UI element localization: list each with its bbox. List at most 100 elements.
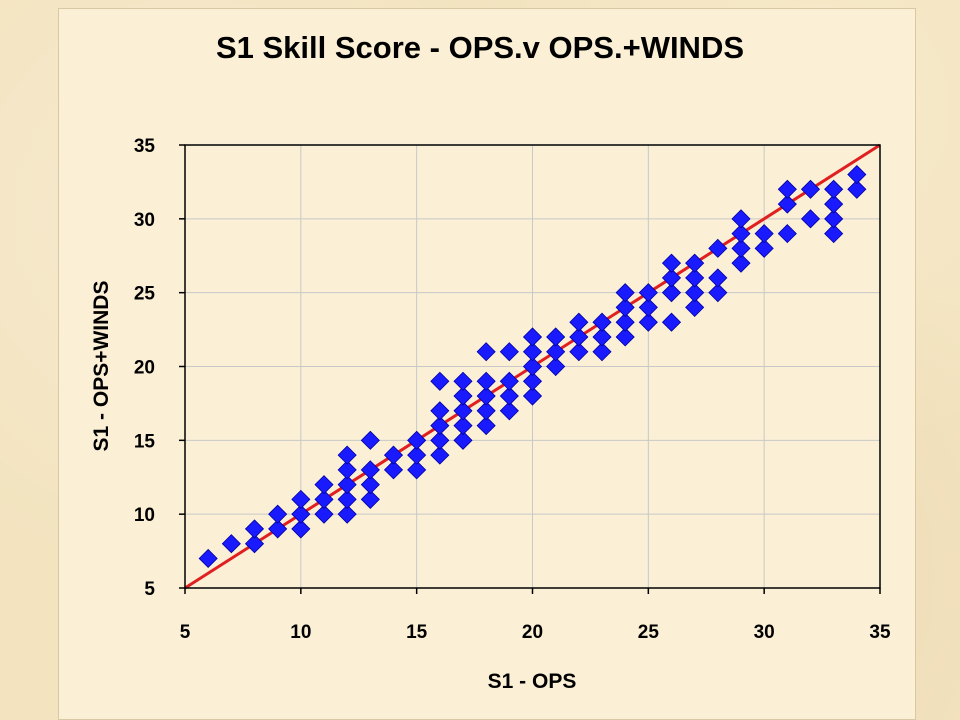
data-point bbox=[244, 534, 265, 554]
data-point bbox=[546, 327, 566, 347]
data-point bbox=[407, 460, 427, 480]
data-point bbox=[291, 489, 311, 509]
data-point bbox=[661, 268, 682, 288]
data-point bbox=[337, 445, 357, 465]
data-point bbox=[569, 327, 589, 347]
data-point bbox=[383, 460, 404, 480]
x-tick-label: 25 bbox=[638, 622, 660, 643]
data-points bbox=[198, 164, 867, 569]
data-point bbox=[360, 475, 380, 495]
x-tick-label: 15 bbox=[406, 622, 428, 643]
data-point bbox=[522, 327, 543, 347]
chart-title: S1 Skill Score - OPS.v OPS.+WINDS bbox=[215, 30, 745, 65]
data-point bbox=[847, 179, 867, 199]
data-point bbox=[499, 342, 519, 362]
data-point bbox=[476, 401, 496, 421]
data-point bbox=[430, 416, 450, 436]
data-point bbox=[499, 371, 519, 391]
data-point bbox=[708, 268, 728, 288]
x-axis-ticks: 5 10 15 20 25 30 35 bbox=[180, 588, 891, 643]
data-point bbox=[777, 194, 797, 214]
data-point bbox=[592, 327, 612, 347]
data-point bbox=[476, 371, 496, 391]
data-point bbox=[337, 504, 357, 524]
data-point bbox=[615, 297, 635, 317]
data-point bbox=[731, 238, 751, 258]
data-point bbox=[360, 489, 380, 509]
data-point bbox=[708, 283, 728, 303]
data-point bbox=[777, 224, 797, 244]
data-point bbox=[615, 283, 635, 303]
data-point bbox=[615, 327, 635, 347]
data-point bbox=[383, 445, 404, 465]
data-point bbox=[268, 504, 288, 524]
y-axis-ticks: 5 10 15 20 25 30 35 bbox=[134, 136, 185, 600]
x-tick-label: 30 bbox=[754, 622, 775, 643]
data-point bbox=[453, 386, 473, 406]
data-point bbox=[685, 253, 705, 273]
data-point bbox=[824, 209, 844, 229]
data-point bbox=[407, 445, 427, 465]
y-tick-label: 25 bbox=[134, 284, 156, 305]
data-point bbox=[708, 238, 728, 258]
data-point bbox=[638, 283, 658, 303]
data-point bbox=[800, 209, 821, 229]
data-point bbox=[337, 475, 357, 495]
data-point bbox=[360, 430, 380, 450]
data-point bbox=[685, 297, 705, 317]
x-tick-label: 5 bbox=[180, 622, 191, 643]
y-axis-label: S1 - OPS+WINDS bbox=[90, 281, 113, 452]
data-point bbox=[453, 430, 473, 450]
data-point bbox=[476, 342, 496, 362]
y-tick-label: 15 bbox=[134, 431, 156, 452]
data-point bbox=[453, 401, 473, 421]
data-point bbox=[685, 283, 705, 303]
data-point bbox=[754, 238, 774, 258]
data-point bbox=[592, 312, 612, 332]
data-point bbox=[499, 401, 519, 421]
data-point bbox=[198, 548, 218, 569]
data-point bbox=[824, 194, 844, 214]
data-point bbox=[291, 504, 311, 524]
data-point bbox=[221, 534, 241, 554]
data-point bbox=[569, 342, 589, 362]
data-point bbox=[522, 371, 543, 391]
data-point bbox=[430, 401, 450, 421]
data-point bbox=[499, 386, 519, 406]
data-point bbox=[777, 179, 797, 199]
data-point bbox=[291, 519, 311, 539]
y-tick-label: 35 bbox=[134, 136, 156, 157]
data-point bbox=[685, 268, 705, 288]
data-point bbox=[546, 342, 566, 362]
data-point bbox=[453, 416, 473, 436]
data-point bbox=[661, 312, 682, 332]
y-tick-label: 20 bbox=[134, 358, 155, 379]
data-point bbox=[800, 179, 821, 199]
data-point bbox=[244, 519, 265, 539]
data-point bbox=[314, 475, 334, 495]
x-axis-label: S1 - OPS bbox=[488, 670, 577, 693]
data-point bbox=[638, 312, 658, 332]
data-point bbox=[360, 460, 380, 480]
data-point bbox=[522, 356, 543, 377]
data-point bbox=[731, 253, 751, 273]
data-point bbox=[638, 297, 658, 317]
data-point bbox=[476, 386, 496, 406]
data-point bbox=[337, 460, 357, 480]
data-point bbox=[476, 416, 496, 436]
data-point bbox=[522, 386, 543, 406]
data-point bbox=[824, 224, 844, 244]
y-tick-label: 30 bbox=[134, 210, 155, 231]
data-point bbox=[337, 489, 357, 509]
data-point bbox=[430, 430, 450, 450]
data-point bbox=[592, 342, 612, 362]
data-point bbox=[546, 356, 566, 377]
data-point bbox=[268, 519, 288, 539]
data-point bbox=[569, 312, 589, 332]
y-tick-label: 10 bbox=[134, 505, 155, 526]
data-point bbox=[824, 179, 844, 199]
data-point bbox=[407, 430, 427, 450]
data-point bbox=[430, 445, 450, 465]
data-point bbox=[522, 342, 543, 362]
